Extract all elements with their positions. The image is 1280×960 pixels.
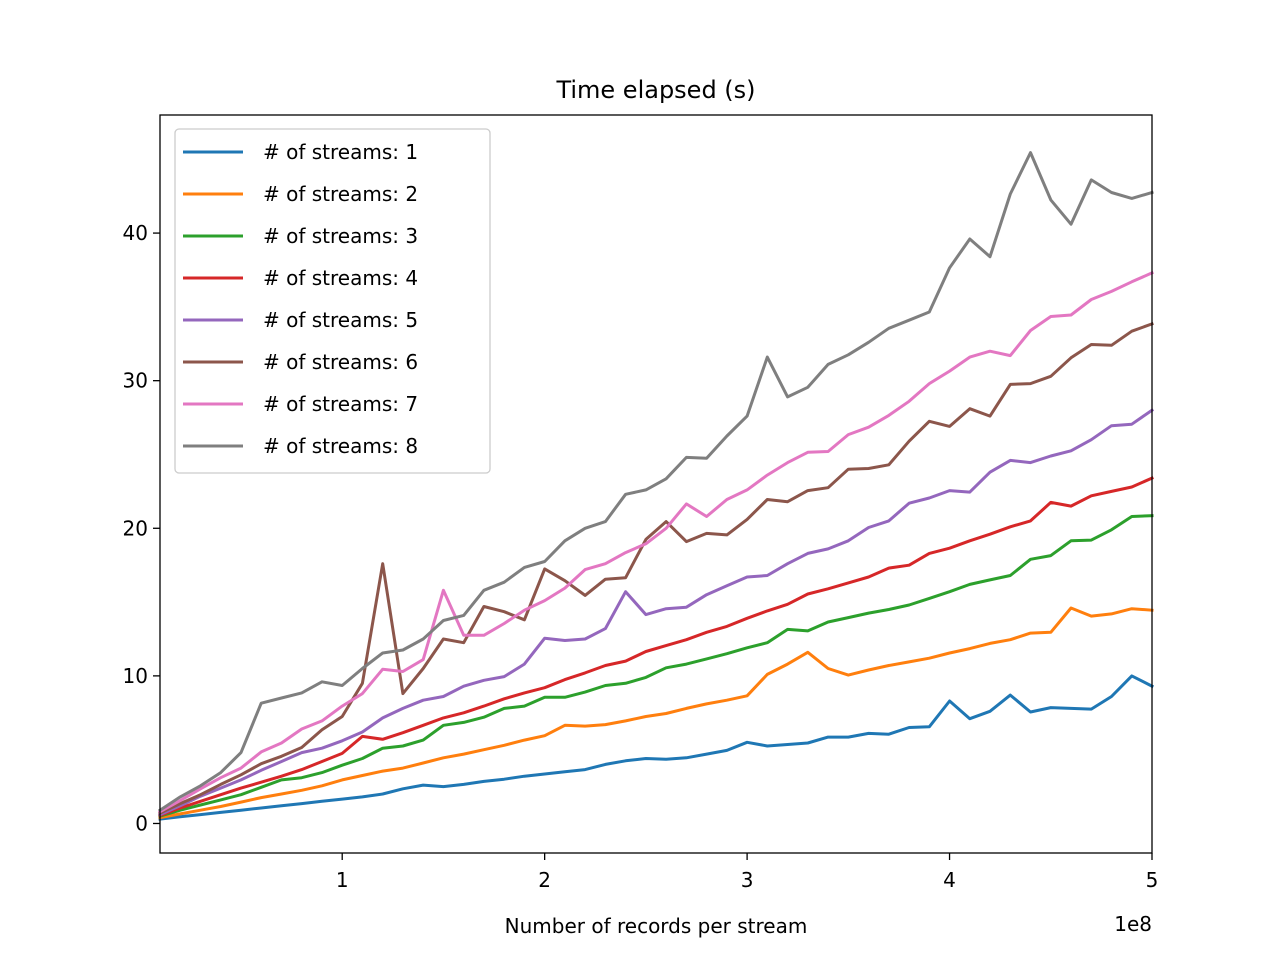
series-line-7 bbox=[157, 270, 1154, 814]
y-tick-label: 20 bbox=[123, 516, 148, 540]
legend: # of streams: 1 # of streams: 2 # of strea… bbox=[174, 128, 491, 474]
legend-label: # of streams: 7 bbox=[263, 392, 418, 416]
x-axis-label: Number of records per stream bbox=[505, 914, 808, 938]
x-tick-label: 5 bbox=[1146, 868, 1159, 892]
series-line-3 bbox=[158, 514, 1154, 818]
y-tick-label: 30 bbox=[123, 369, 148, 393]
y-tick-label: 0 bbox=[135, 811, 148, 835]
series-line-4 bbox=[158, 476, 1154, 818]
x-tick-label: 3 bbox=[741, 868, 754, 892]
legend-label: # of streams: 2 bbox=[263, 182, 418, 206]
series-line-8 bbox=[157, 151, 1154, 813]
series-line-5 bbox=[158, 408, 1155, 817]
series-line-1 bbox=[158, 674, 1155, 821]
plot-frame bbox=[159, 114, 1153, 854]
series-line-6 bbox=[158, 321, 1154, 816]
series-line-2 bbox=[158, 606, 1154, 820]
legend-label: # of streams: 1 bbox=[263, 140, 418, 164]
x-tick-label: 1 bbox=[336, 868, 349, 892]
legend-label: # of streams: 4 bbox=[263, 266, 418, 290]
y-tick-label: 40 bbox=[123, 221, 148, 245]
legend-label: # of streams: 6 bbox=[263, 350, 418, 374]
y-tick-label: 10 bbox=[123, 664, 148, 688]
x-offset-label: 1e8 bbox=[1114, 912, 1152, 936]
series-layer bbox=[157, 151, 1155, 821]
legend-box bbox=[174, 128, 491, 474]
chart-title: Time elapsed (s) bbox=[555, 76, 755, 104]
x-tick-label: 4 bbox=[943, 868, 956, 892]
legend-label: # of streams: 5 bbox=[263, 308, 418, 332]
ticks-layer: 1 2 3 4 5 0 10 20 30 40 bbox=[123, 221, 1159, 892]
legend-label: # of streams: 3 bbox=[263, 224, 418, 248]
legend-label: # of streams: 8 bbox=[263, 434, 418, 458]
x-tick-label: 2 bbox=[538, 868, 551, 892]
